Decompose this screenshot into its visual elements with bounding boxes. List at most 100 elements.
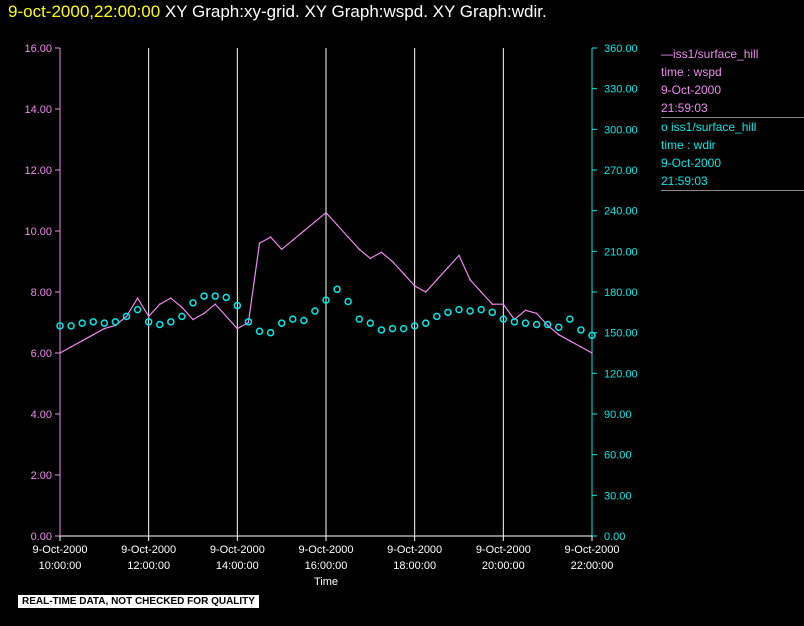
legend-circle-swatch: o bbox=[661, 120, 672, 134]
wdir-data-point bbox=[100, 319, 109, 327]
y-left-tick-label: 10.00 bbox=[24, 226, 52, 238]
wspd-data-point bbox=[546, 324, 549, 327]
axis-labels: 0.00 2.00 4.00 6.00 8.00 10.00 12.00 14.00 16.00… bbox=[24, 43, 637, 588]
wspd-data-point bbox=[347, 236, 349, 238]
y-right-tick-label: 270.00 bbox=[604, 165, 638, 177]
x-tick-label-date: 9-Oct-2000 bbox=[476, 544, 531, 556]
wspd-data-point bbox=[557, 333, 560, 336]
wspd-data-point bbox=[181, 306, 183, 309]
x-tick-label-date: 9-Oct-2000 bbox=[387, 544, 442, 556]
wdir-data-point bbox=[333, 285, 341, 294]
wdir-data-point bbox=[388, 324, 397, 333]
wspd-data-point bbox=[258, 242, 261, 244]
wdir-data-point bbox=[566, 315, 574, 323]
x-tick-label-time: 22:00:00 bbox=[571, 560, 614, 572]
x-axis-label: Time bbox=[314, 576, 338, 588]
wdir-data-point bbox=[422, 319, 430, 327]
series-layer bbox=[56, 211, 596, 354]
wspd-data-point bbox=[303, 230, 305, 232]
wspd-data-point bbox=[591, 352, 593, 354]
wspd-data-point bbox=[569, 340, 571, 342]
wdir-data-point bbox=[111, 318, 120, 326]
wspd-data-point bbox=[214, 303, 216, 306]
wspd-data-point bbox=[236, 327, 239, 330]
wdir-data-point bbox=[156, 320, 164, 329]
legend-divider bbox=[661, 117, 804, 118]
legend-line-swatch: — bbox=[661, 47, 673, 61]
wdir-data-point bbox=[311, 307, 319, 315]
y-right-tick-label: 30.00 bbox=[604, 490, 632, 502]
y-right-tick-label: 240.00 bbox=[604, 206, 638, 218]
title-timestamp: 9-oct-2000,22:00:00 bbox=[8, 2, 161, 21]
y-right-tick-label: 360.00 bbox=[604, 43, 638, 55]
quality-warning: REAL-TIME DATA, NOT CHECKED FOR QUALITY bbox=[18, 595, 259, 608]
axes bbox=[55, 47, 597, 541]
wspd-data-point bbox=[424, 291, 427, 293]
wspd-data-point bbox=[269, 236, 272, 238]
wdir-data-point bbox=[477, 305, 485, 314]
y-left-tick-label: 0.00 bbox=[31, 531, 52, 543]
wdir-data-point bbox=[455, 305, 463, 314]
wdir-data-point bbox=[355, 315, 363, 323]
wdir-data-point bbox=[266, 328, 275, 337]
wdir-data-point bbox=[577, 326, 585, 334]
y-right-tick-label: 90.00 bbox=[604, 409, 632, 421]
wspd-data-point bbox=[524, 309, 527, 312]
wspd-data-point bbox=[247, 321, 250, 324]
wdir-data-point bbox=[433, 312, 441, 321]
wdir-data-point bbox=[399, 324, 408, 333]
legend-series-wspd: —iss1/surface_hill time : wspd 9-Oct-200… bbox=[661, 45, 804, 117]
title-bar: 9-oct-2000,22:00:00 XY Graph:xy-grid. XY… bbox=[8, 2, 547, 24]
wspd-data-point bbox=[402, 272, 405, 275]
wdir-data-point bbox=[122, 312, 131, 321]
y-right-tick-label: 300.00 bbox=[604, 124, 638, 136]
wdir-data-point bbox=[200, 292, 208, 300]
wspd-data-point bbox=[325, 211, 327, 214]
wspd-data-point bbox=[458, 254, 460, 257]
wdir-data-point bbox=[222, 293, 230, 302]
x-tick-label-date: 9-Oct-2000 bbox=[121, 544, 176, 556]
wspd-data-point bbox=[203, 312, 205, 315]
wspd-data-point bbox=[391, 260, 394, 263]
wdir-data-point bbox=[133, 305, 142, 314]
wdir-data-point bbox=[244, 318, 253, 326]
x-tick-label-time: 12:00:00 bbox=[127, 560, 170, 572]
wdir-data-point bbox=[211, 292, 219, 300]
wdir-data-point bbox=[56, 322, 64, 330]
legend-series-wdir-field: time : wdir bbox=[661, 138, 716, 152]
wdir-data-point bbox=[67, 322, 75, 330]
wdir-data-point bbox=[89, 318, 97, 326]
wdir-data-point bbox=[588, 331, 596, 340]
y-left-tick-label: 12.00 bbox=[24, 165, 52, 177]
x-tick-label-date: 9-Oct-2000 bbox=[298, 544, 353, 556]
wspd-data-point bbox=[81, 340, 83, 342]
wdir-data-point bbox=[521, 319, 530, 327]
wspd-data-point bbox=[103, 327, 106, 330]
wspd-data-point bbox=[358, 248, 361, 251]
x-tick-label-time: 18:00:00 bbox=[393, 560, 436, 572]
wspd-data-point bbox=[369, 257, 372, 260]
wspd-data-point bbox=[491, 303, 494, 306]
wspd-data-point bbox=[170, 297, 172, 299]
wdir-data-point bbox=[410, 322, 419, 330]
grid-lines bbox=[148, 48, 504, 536]
y-left-tick-label: 8.00 bbox=[31, 287, 52, 299]
wspd-data-point bbox=[125, 315, 128, 318]
y-right-tick-label: 210.00 bbox=[604, 246, 638, 258]
x-tick-label-time: 14:00:00 bbox=[216, 560, 259, 572]
y-right-tick-label: 330.00 bbox=[604, 84, 638, 96]
wspd-data-point bbox=[225, 315, 228, 318]
wdir-data-point bbox=[488, 308, 496, 317]
wspd-data-point bbox=[291, 239, 294, 241]
wspd-data-point bbox=[469, 279, 471, 281]
wdir-data-point bbox=[532, 320, 541, 329]
wdir-data-point bbox=[510, 318, 519, 326]
wspd-data-point bbox=[413, 285, 416, 287]
y-left-tick-label: 16.00 bbox=[24, 43, 52, 55]
wdir-data-point bbox=[466, 307, 474, 315]
legend-series-wspd-source: iss1/surface_hill bbox=[673, 47, 759, 61]
wdir-data-point bbox=[377, 326, 386, 334]
wspd-data-point bbox=[136, 297, 139, 299]
wspd-data-point bbox=[480, 291, 482, 293]
wspd-data-point bbox=[59, 352, 61, 354]
